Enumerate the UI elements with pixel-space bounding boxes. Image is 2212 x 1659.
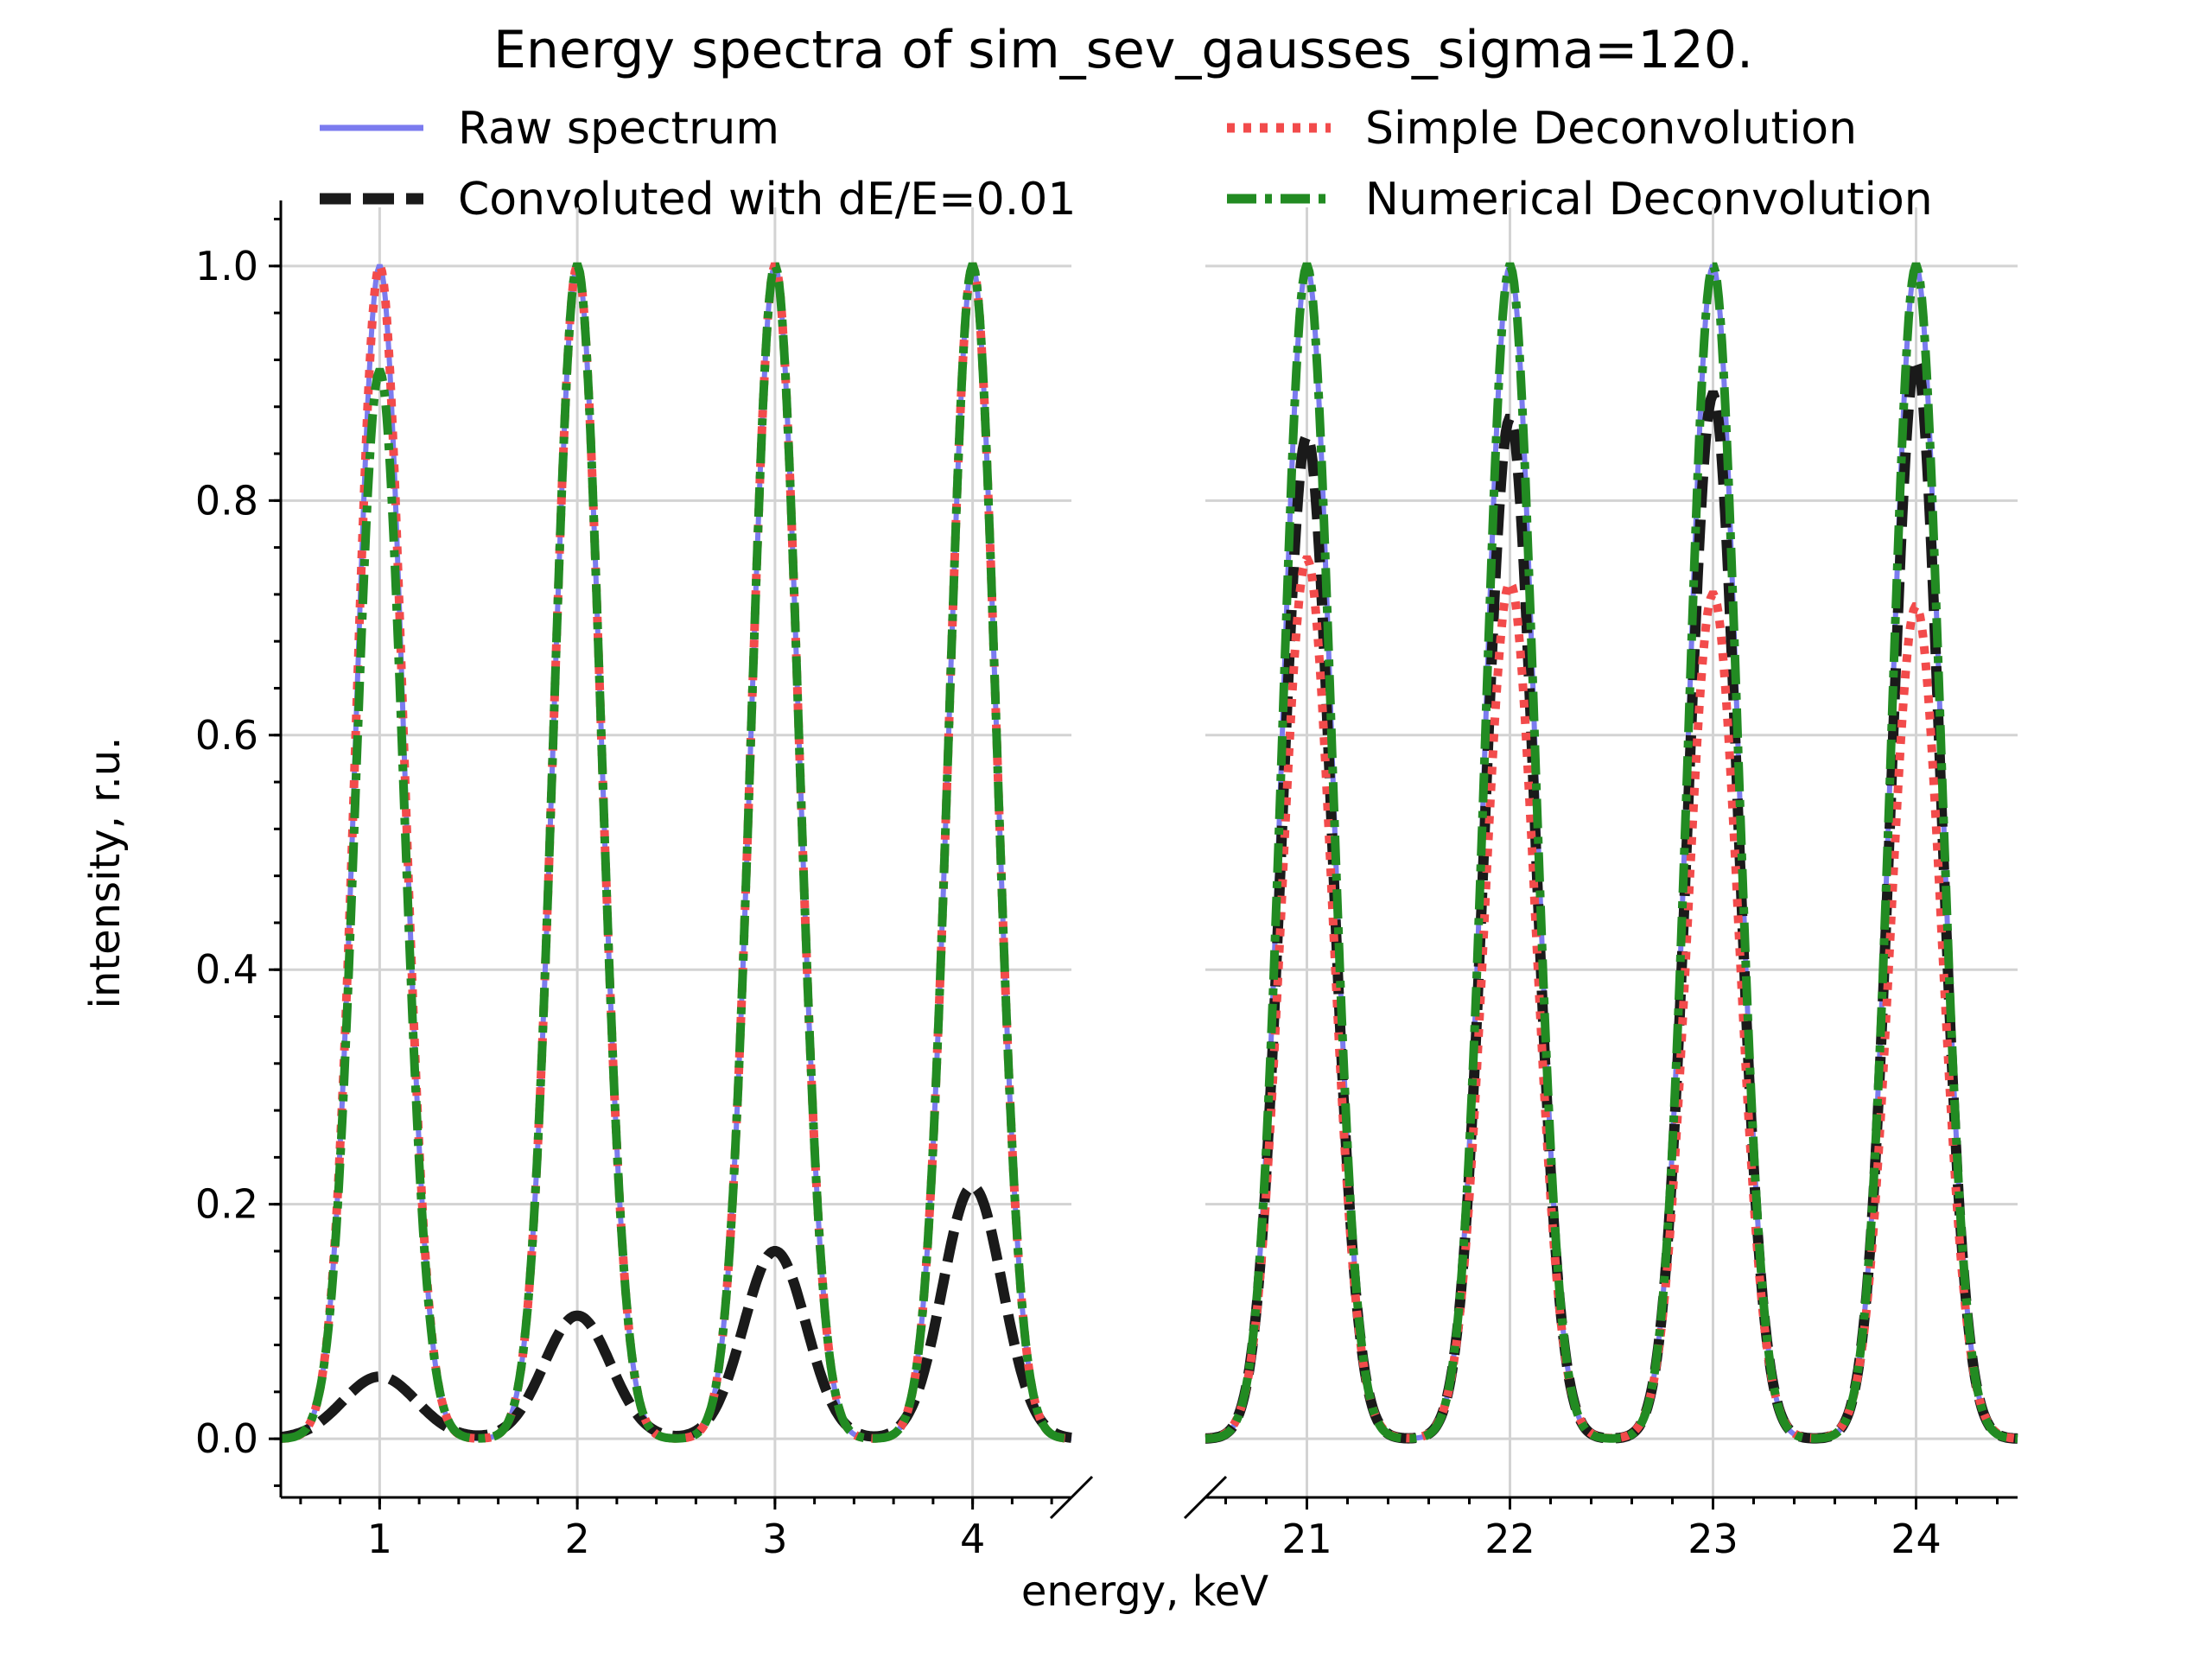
legend-label-3: Numerical Deconvolution [1365,174,1933,226]
right-axes: 21 22 23 24 [1183,1475,2018,1562]
y-tick-label-5: 1.0 [195,243,258,289]
right-panel: 21 22 23 24 [1183,207,2018,1562]
left-series [280,262,1072,1443]
chart-title: Energy spectra of sim_sev_gausses_sigma=… [493,20,1753,80]
legend-label-0: Raw spectrum [458,103,779,155]
legend-label-1: Convoluted with dE/E=0.01 [458,174,1076,226]
left-x-tick-label-2: 3 [762,1516,787,1562]
left-series-3 [280,262,1072,1443]
right-x-tick-label-1: 22 [1484,1516,1535,1562]
left-axes: 0.0 0.2 0.4 0.6 0.8 1.0 1 2 3 4 [195,200,1094,1562]
left-x-tick-label-3: 4 [960,1516,985,1562]
right-series [1205,262,2018,1444]
y-tick-label-1: 0.2 [195,1181,258,1228]
y-axis-label: intensity, r.u. [81,737,130,1009]
y-tick-label-2: 0.4 [195,946,258,993]
left-axis-break-mark [1049,1475,1094,1520]
x-axis-label: energy, keV [1021,1567,1268,1616]
right-x-tick-label-2: 23 [1688,1516,1738,1562]
left-x-tick-label-0: 1 [367,1516,392,1562]
y-tick-label-4: 0.8 [195,477,258,524]
y-tick-label-0: 0.0 [195,1415,258,1462]
right-x-tick-label-3: 24 [1891,1516,1942,1562]
right-x-tick-label-0: 21 [1281,1516,1332,1562]
legend-label-2: Simple Deconvolution [1365,103,1857,155]
left-x-tick-label-1: 2 [564,1516,589,1562]
right-axis-break-mark [1183,1475,1228,1520]
left-panel: 0.0 0.2 0.4 0.6 0.8 1.0 1 2 3 4 [195,200,1094,1562]
left-grid [281,207,1071,1497]
right-series-3 [1205,262,2018,1443]
y-tick-label-3: 0.6 [195,712,258,759]
legend: Raw spectrum Convoluted with dE/E=0.01 Sim… [320,103,1933,226]
